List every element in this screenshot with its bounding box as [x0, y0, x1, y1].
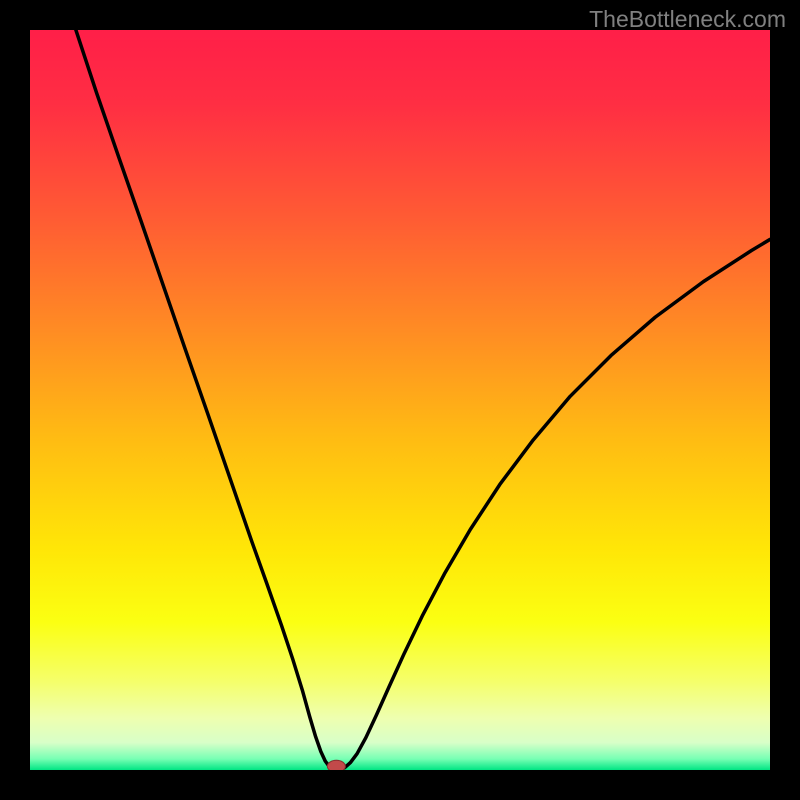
bottleneck-chart	[30, 30, 770, 770]
watermark-text: TheBottleneck.com	[589, 6, 786, 33]
chart-frame: TheBottleneck.com	[0, 0, 800, 800]
optimum-marker	[327, 760, 345, 770]
